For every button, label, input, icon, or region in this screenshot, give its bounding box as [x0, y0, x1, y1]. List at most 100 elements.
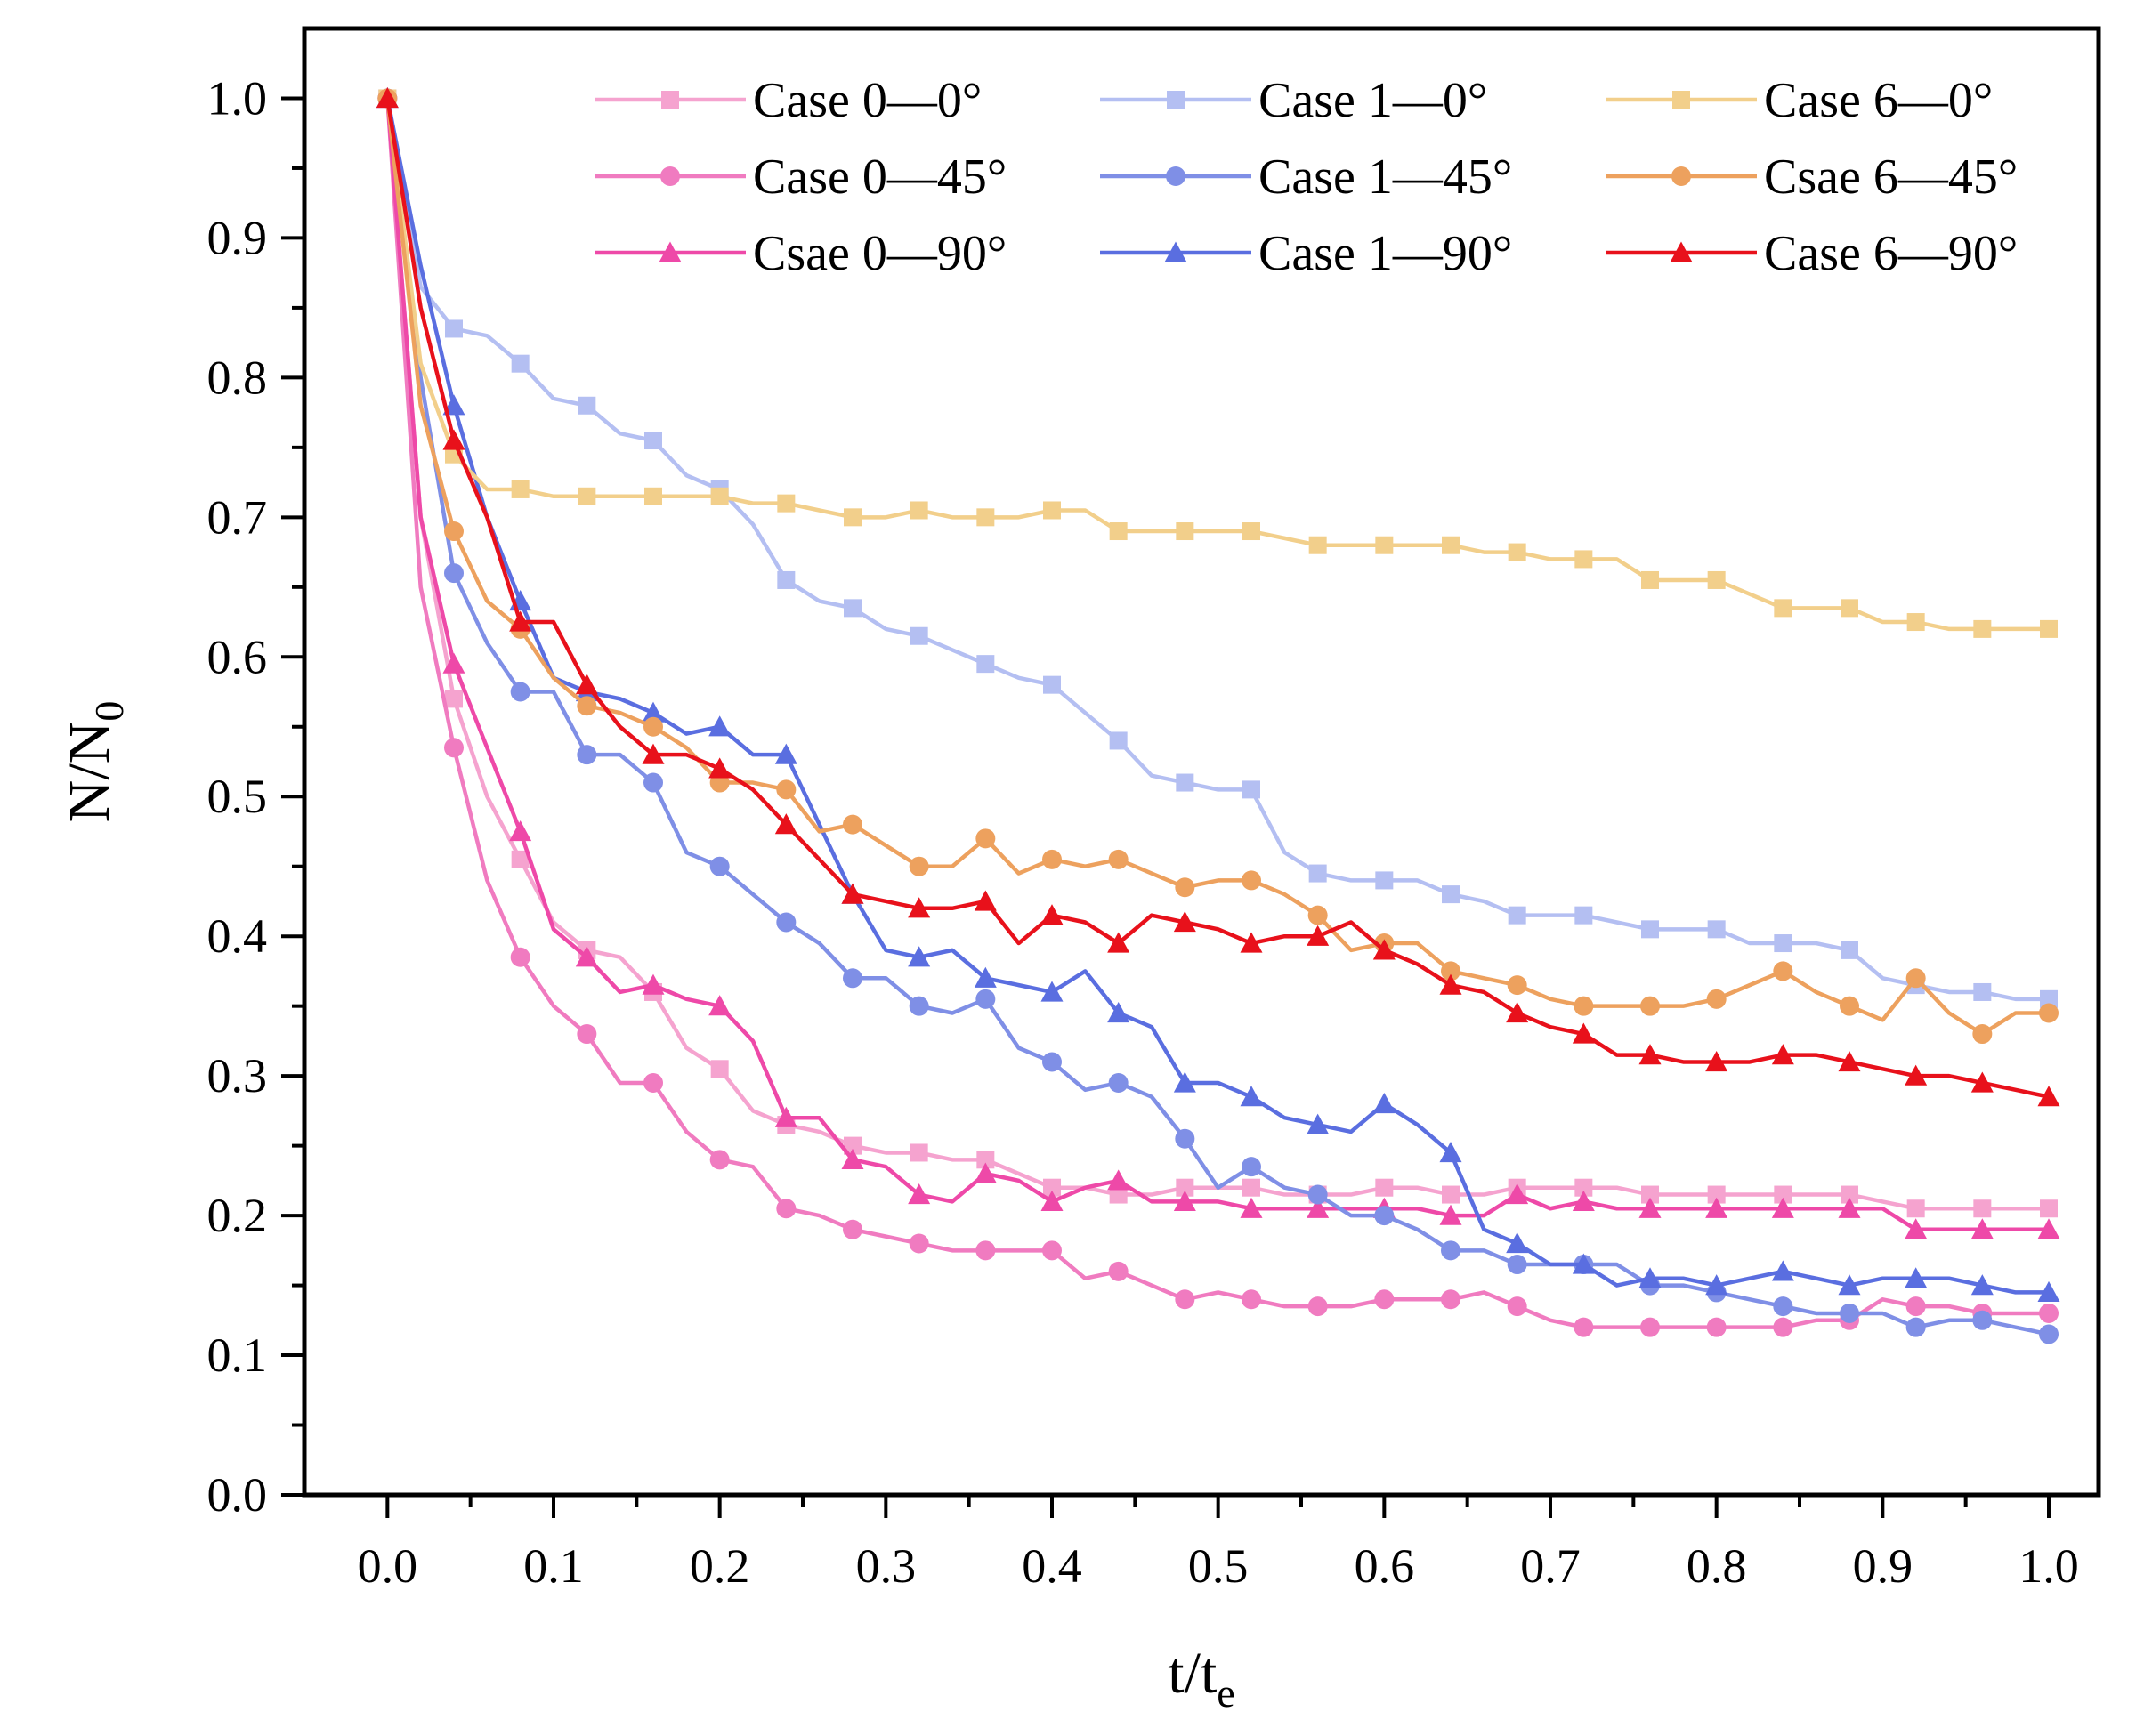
- data-point: [2037, 1218, 2060, 1239]
- data-point: [1905, 968, 1926, 989]
- data-point: [777, 570, 796, 589]
- data-point: [445, 690, 463, 708]
- data-point: [1441, 1240, 1460, 1261]
- data-point: [642, 973, 665, 995]
- data-point: [1176, 1178, 1194, 1197]
- y-tick-label: 0.8: [207, 351, 268, 404]
- data-point: [1841, 1185, 1858, 1204]
- data-point: [844, 508, 862, 527]
- legend-label: Case 1—45°: [1258, 149, 1512, 205]
- data-point: [1773, 1317, 1793, 1337]
- data-point: [575, 674, 598, 695]
- data-point: [644, 487, 662, 505]
- data-point: [577, 696, 597, 716]
- data-point: [1308, 536, 1327, 554]
- data-point: [1507, 1255, 1527, 1275]
- data-point: [974, 890, 997, 911]
- data-point: [660, 166, 680, 186]
- data-point: [1574, 1317, 1594, 1337]
- data-point: [1574, 550, 1593, 569]
- y-axis-title-main: N/N: [57, 722, 122, 823]
- data-point: [1042, 1052, 1062, 1072]
- x-axis-ticks: 0.0 0.1 0.2 0.3 0.4 0.5 0.6 0.7 0.8 0.9 1.0: [358, 1495, 2079, 1593]
- data-point: [2040, 1199, 2058, 1218]
- data-point: [643, 1072, 663, 1093]
- data-point: [1107, 932, 1130, 953]
- data-point: [2040, 619, 2058, 638]
- data-point: [578, 396, 596, 415]
- data-point: [1840, 1303, 1859, 1323]
- data-point: [1508, 543, 1526, 561]
- data-point: [1439, 1204, 1462, 1225]
- data-point: [1973, 619, 1992, 638]
- data-point: [1706, 1317, 1727, 1337]
- data-point: [776, 1199, 797, 1219]
- data-point: [1973, 1199, 1992, 1218]
- data-point: [1442, 885, 1460, 904]
- data-point: [1774, 934, 1792, 953]
- data-point: [1671, 166, 1691, 186]
- data-point: [1838, 1197, 1861, 1218]
- data-point: [1108, 1072, 1129, 1093]
- data-point: [1108, 1261, 1129, 1281]
- data-point: [642, 743, 665, 764]
- legend-entry: Case 1—0°: [1100, 73, 1487, 128]
- y-tick-label: 0.0: [207, 1468, 268, 1522]
- legend-entry: Case 1—45°: [1100, 149, 1512, 205]
- data-point: [1043, 1178, 1061, 1197]
- legend-entry: Case 6—0°: [1606, 73, 1993, 128]
- data-point: [1441, 961, 1460, 981]
- data-point: [909, 1233, 929, 1254]
- data-point: [1774, 599, 1792, 618]
- data-point: [1773, 961, 1793, 981]
- y-tick-label: 0.2: [207, 1189, 268, 1242]
- legend-entry: Case 6—90°: [1606, 226, 2018, 281]
- data-point: [1439, 1141, 1462, 1163]
- data-point: [777, 494, 796, 513]
- data-point: [1240, 932, 1263, 953]
- legend-entry: Csae 6—45°: [1606, 149, 2018, 205]
- data-point: [659, 241, 682, 262]
- data-point: [1672, 91, 1690, 109]
- data-point: [1173, 910, 1196, 933]
- data-point: [1307, 1113, 1330, 1134]
- data-point: [1508, 906, 1526, 925]
- data-point: [1574, 906, 1593, 925]
- data-point: [908, 897, 931, 918]
- data-point: [843, 814, 862, 835]
- data-point: [1707, 920, 1726, 939]
- y-tick-label: 0.3: [207, 1049, 268, 1102]
- data-point: [1574, 996, 1594, 1016]
- series-line: [385, 98, 2049, 632]
- data-point: [710, 487, 729, 505]
- data-point: [1840, 996, 1859, 1016]
- data-point: [1442, 536, 1460, 554]
- data-point: [1973, 982, 1992, 1001]
- data-point: [1042, 849, 1062, 869]
- data-point: [708, 715, 732, 737]
- data-point: [1707, 1185, 1726, 1204]
- legend-label: Case 1—0°: [1258, 73, 1487, 128]
- data-point: [908, 1183, 931, 1205]
- data-point: [1507, 975, 1527, 996]
- data-point: [1175, 877, 1195, 898]
- data-point: [709, 1150, 730, 1170]
- legend-label: Csae 0—90°: [753, 226, 1007, 281]
- data-point: [1307, 925, 1330, 946]
- data-point: [1040, 1190, 1064, 1212]
- data-point: [1972, 1310, 1993, 1330]
- data-point: [1242, 1178, 1260, 1197]
- data-point: [1242, 780, 1260, 799]
- data-point: [1107, 1169, 1130, 1191]
- data-point: [1670, 241, 1693, 262]
- data-point: [444, 563, 464, 584]
- data-point: [1375, 871, 1394, 890]
- data-point: [1841, 941, 1858, 959]
- data-point: [1970, 1274, 1994, 1296]
- x-tick-label: 0.0: [358, 1539, 418, 1593]
- data-point: [1638, 1267, 1662, 1288]
- data-point: [445, 319, 463, 338]
- data-point: [1638, 1044, 1662, 1065]
- data-point: [974, 1162, 997, 1183]
